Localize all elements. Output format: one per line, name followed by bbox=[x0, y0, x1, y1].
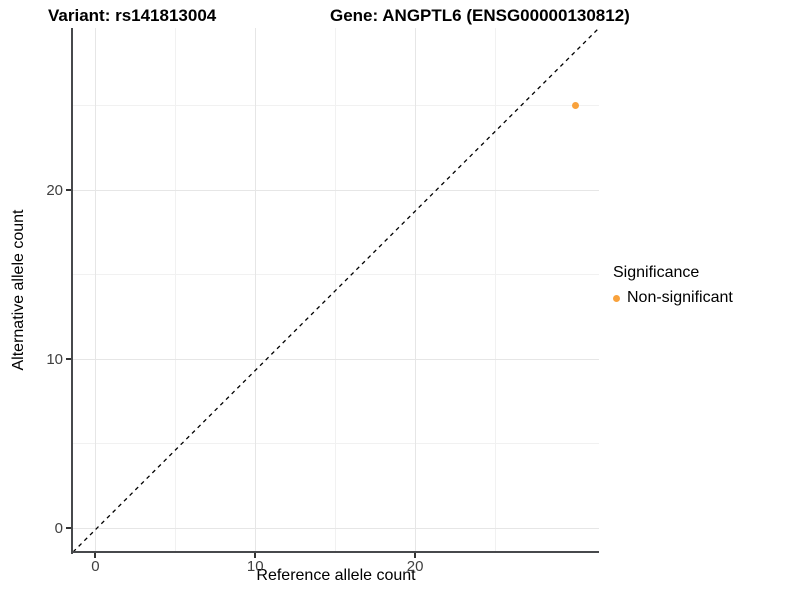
x-minor-gridline bbox=[174, 28, 176, 552]
x-tick-mark bbox=[94, 553, 97, 558]
x-tick-label: 10 bbox=[246, 558, 264, 575]
y-minor-gridline bbox=[73, 274, 599, 276]
x-tick-mark bbox=[254, 553, 257, 558]
x-major-gridline bbox=[414, 28, 416, 552]
legend-entry: Non-significant bbox=[613, 289, 733, 307]
y-tick-label: 0 bbox=[54, 520, 63, 538]
x-axis-line bbox=[71, 551, 599, 553]
y-axis-line bbox=[71, 28, 73, 554]
y-major-gridline bbox=[73, 527, 599, 529]
data-point bbox=[571, 102, 579, 110]
x-major-gridline bbox=[94, 28, 96, 552]
plot-panel bbox=[73, 28, 599, 552]
x-tick-label: 20 bbox=[406, 558, 424, 575]
y-axis-title: Alternative allele count bbox=[10, 209, 27, 371]
y-tick-label: 10 bbox=[46, 351, 63, 369]
legend-dot-icon bbox=[613, 294, 620, 302]
y-major-gridline bbox=[73, 358, 599, 360]
x-major-gridline bbox=[254, 28, 256, 552]
legend-title: Significance bbox=[613, 264, 700, 281]
y-tick-mark bbox=[66, 189, 71, 192]
y-minor-gridline bbox=[73, 105, 599, 107]
x-minor-gridline bbox=[494, 28, 496, 552]
y-tick-mark bbox=[66, 527, 71, 530]
y-tick-label: 20 bbox=[46, 182, 63, 200]
x-tick-mark bbox=[414, 553, 417, 558]
plot-title-variant: Variant: rs141813004 bbox=[48, 6, 217, 25]
y-tick-mark bbox=[66, 358, 71, 361]
y-minor-gridline bbox=[73, 443, 599, 445]
legend: Significance Non-significant bbox=[613, 264, 733, 307]
x-axis-title: Reference allele count bbox=[256, 567, 416, 584]
plot-title-gene: Gene: ANGPTL6 (ENSG00000130812) bbox=[330, 6, 630, 25]
identity-line bbox=[73, 28, 599, 552]
legend-entry-label: Non-significant bbox=[627, 289, 733, 306]
x-tick-label: 0 bbox=[91, 558, 100, 575]
y-major-gridline bbox=[73, 189, 599, 191]
